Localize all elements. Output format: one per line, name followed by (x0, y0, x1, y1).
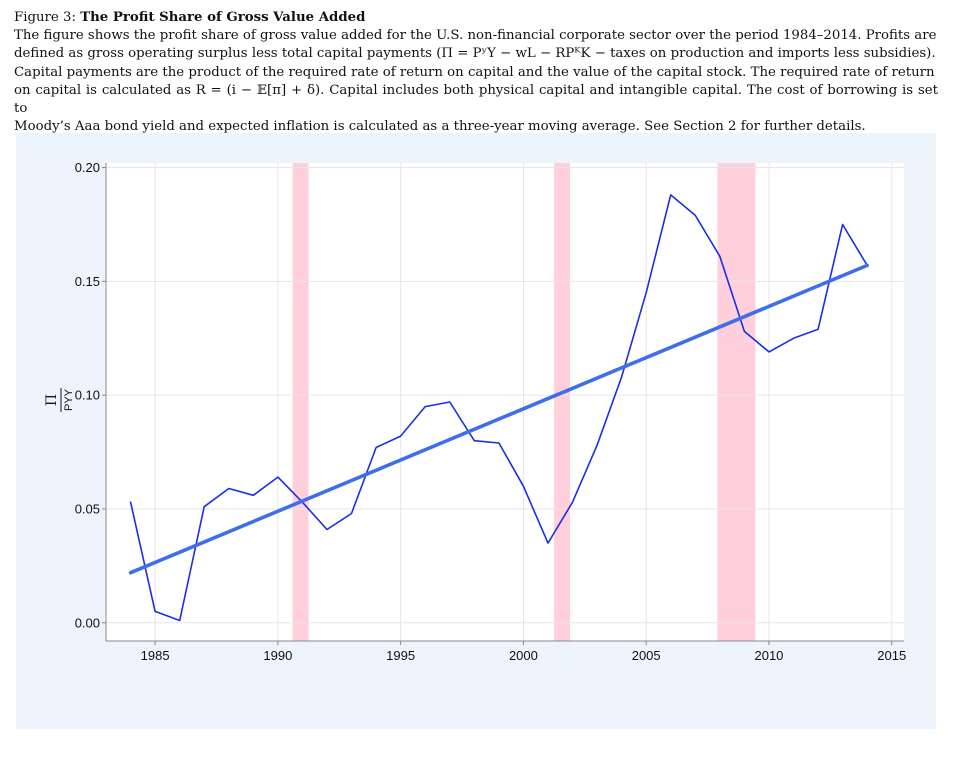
y-tick-label: 0.10 (75, 388, 100, 403)
y-tick-label: 0.00 (75, 615, 100, 630)
x-tick-label: 2015 (877, 648, 906, 663)
y-tick-label: 0.05 (75, 501, 100, 516)
y-tick-label: 0.20 (75, 160, 100, 175)
x-tick-label: 1990 (263, 648, 292, 663)
recession-band (292, 163, 309, 641)
caption-body-line: The figure shows the profit share of gro… (14, 28, 937, 44)
x-tick-label: 1985 (141, 648, 170, 663)
profit-share-series-line (129, 194, 869, 622)
y-axis-label-denominator: PYY (63, 388, 75, 411)
y-axis-label-numerator: Π (44, 394, 60, 406)
caption-body-line: Capital payments are the product of the … (14, 64, 935, 80)
caption-body-line: defined as gross operating surplus less … (14, 46, 936, 62)
caption-line-1: Figure 3: The Profit Share of Gross Valu… (14, 9, 938, 27)
caption-body-line: on capital is calculated as R = (i − 𝔼[π… (14, 82, 938, 117)
figure-label: Figure 3: (14, 10, 76, 25)
x-tick-label: 2000 (509, 648, 538, 663)
y-axis-label: Π PYY (44, 388, 75, 412)
recession-band (554, 163, 571, 641)
caption-body-line: Moody’s Aaa bond yield and expected infl… (14, 119, 866, 135)
plot-area (106, 163, 904, 641)
figure-caption: Figure 3: The Profit Share of Gross Valu… (14, 9, 938, 136)
x-tick-label: 2010 (754, 648, 783, 663)
figure-title: The Profit Share of Gross Value Added (80, 10, 366, 25)
y-tick-label: 0.15 (75, 274, 100, 289)
recession-band (717, 163, 756, 641)
x-tick-label: 1995 (386, 648, 415, 663)
x-tick-label: 2005 (632, 648, 661, 663)
trend-line (128, 263, 870, 575)
